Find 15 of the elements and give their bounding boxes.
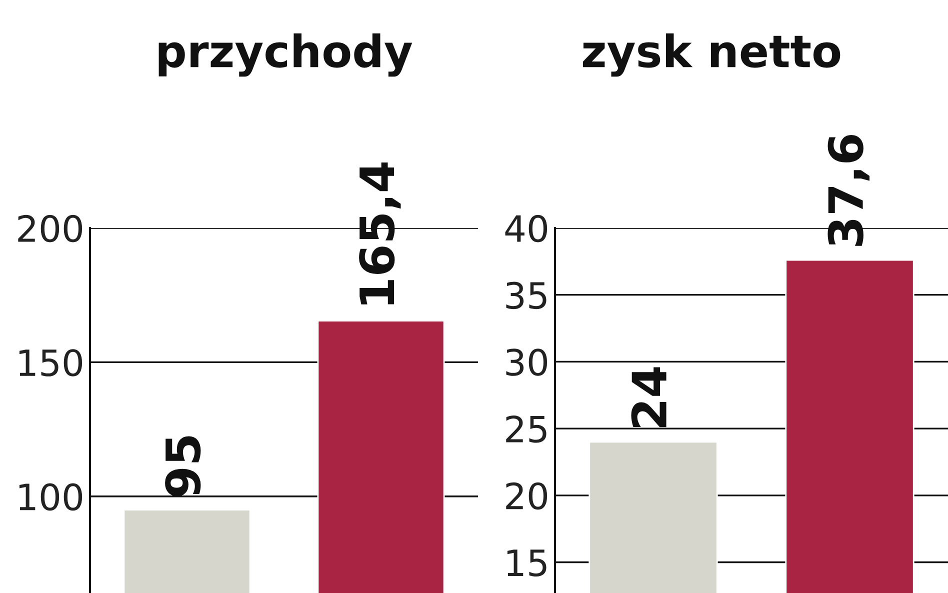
y-tick-label: 150 <box>19 349 82 376</box>
y-tick-label: 15 <box>507 550 546 576</box>
data-label: 37,6 <box>828 135 870 246</box>
y-tick-label: 20 <box>506 482 548 510</box>
y-tick-label: 35 <box>506 282 546 310</box>
y-tick-label: 25 <box>506 415 546 443</box>
data-label: 165,4 <box>359 162 401 304</box>
y-tick-label: 100 <box>19 483 82 511</box>
y-tick-label: 200 <box>18 214 82 242</box>
chart-title: przychody <box>158 33 412 77</box>
data-label: 95 <box>165 436 201 496</box>
data-label: 24 <box>631 367 666 428</box>
chart-title: zysk netto <box>582 33 840 77</box>
y-tick-label: 30 <box>506 348 548 376</box>
y-tick-label: 40 <box>505 214 548 242</box>
